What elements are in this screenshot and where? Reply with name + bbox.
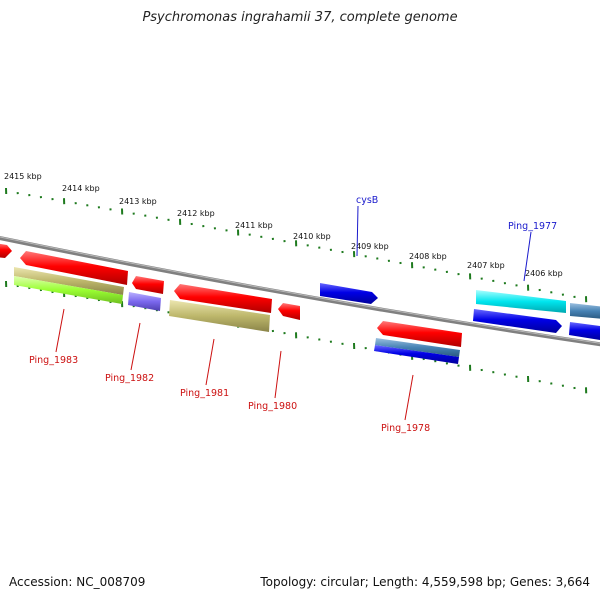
gene-arrow[interactable] <box>320 283 378 304</box>
label-leaders <box>55 205 532 421</box>
gene-arrow[interactable] <box>14 276 123 304</box>
gene-arrow[interactable] <box>374 345 459 364</box>
genome-backbone <box>0 235 600 347</box>
gene-arrow[interactable] <box>377 321 462 347</box>
reverse-genes <box>14 251 600 364</box>
gene-arrow[interactable] <box>128 292 161 311</box>
gene-arrow[interactable] <box>476 290 566 313</box>
genome-backbone-highlight <box>0 236 600 344</box>
scale-label: 2412 kbp <box>177 209 215 218</box>
gene-arrow[interactable] <box>20 251 128 285</box>
gene-arrow[interactable] <box>569 322 600 340</box>
scale-label: 2410 kbp <box>293 232 331 241</box>
top-scale-ticks <box>5 187 588 303</box>
gene-arrow[interactable] <box>132 276 164 294</box>
scale-label: 2409 kbp <box>351 242 389 251</box>
gene-arrow[interactable] <box>278 303 300 320</box>
scale-label: 2413 kbp <box>119 197 157 206</box>
gene-arrow[interactable] <box>174 284 272 313</box>
gene-arrow[interactable] <box>473 309 562 333</box>
genome-title: Psychromonas ingrahamii 37, complete gen… <box>142 10 458 25</box>
scale-label: 2408 kbp <box>409 252 447 261</box>
scale-label: 2407 kbp <box>467 261 505 270</box>
gene-arrow[interactable] <box>14 267 124 295</box>
gene-arrow[interactable] <box>375 338 460 357</box>
gene-label-ping-1980[interactable]: Ping_1980 <box>248 401 297 412</box>
scale-labels: 2415 kbp 2414 kbp 2413 kbp 2412 kbp 2411… <box>4 172 563 278</box>
scale-label: 2414 kbp <box>62 184 100 193</box>
gene-label-ping-1977[interactable]: Ping_1977 <box>508 221 557 232</box>
gene-label-ping-1982[interactable]: Ping_1982 <box>105 373 154 384</box>
gene-arrow[interactable] <box>169 300 270 332</box>
accession-text: Accession: NC_008709 <box>9 575 146 589</box>
gene-labels: cysB Ping_1977 Ping_1983 Ping_1982 Ping_… <box>29 195 557 434</box>
gene-arrow[interactable] <box>570 303 600 319</box>
forward-genes <box>0 243 600 319</box>
scale-label: 2411 kbp <box>235 221 273 230</box>
scale-label: 2415 kbp <box>4 172 42 181</box>
gene-arrow[interactable] <box>0 243 12 258</box>
gene-label-cysB[interactable]: cysB <box>356 195 378 206</box>
gene-label-ping-1978[interactable]: Ping_1978 <box>381 423 430 434</box>
gene-label-ping-1983[interactable]: Ping_1983 <box>29 355 78 366</box>
gene-label-ping-1981[interactable]: Ping_1981 <box>180 388 229 399</box>
scale-label: 2406 kbp <box>525 269 563 278</box>
topology-text: Topology: circular; Length: 4,559,598 bp… <box>260 575 590 589</box>
